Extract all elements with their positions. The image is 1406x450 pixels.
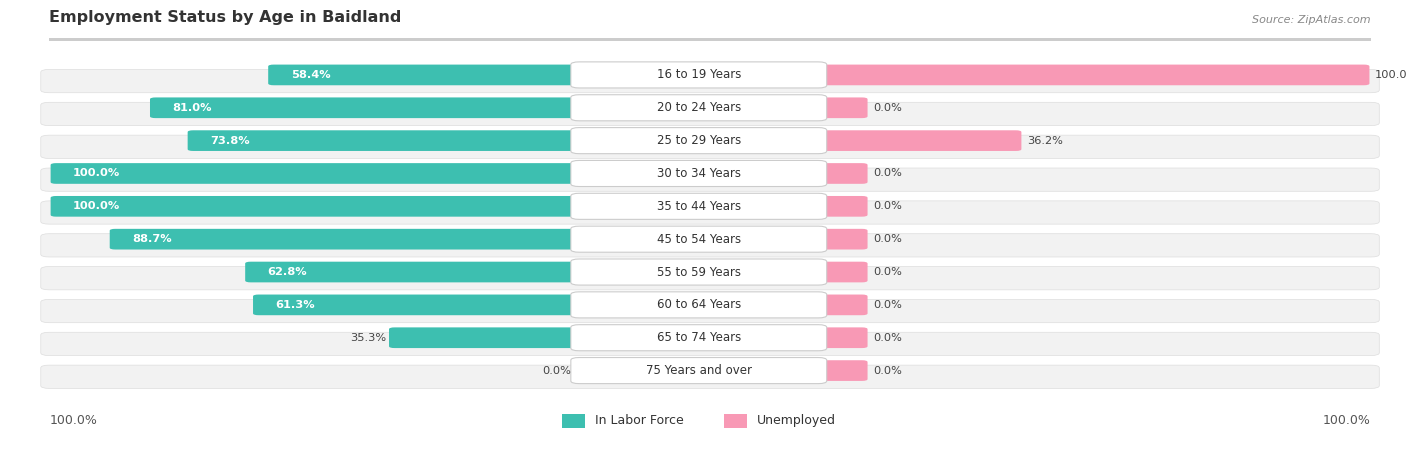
Text: 36.2%: 36.2% — [1026, 135, 1063, 146]
Text: 88.7%: 88.7% — [132, 234, 172, 244]
Text: 20 to 24 Years: 20 to 24 Years — [657, 101, 741, 114]
Text: 0.0%: 0.0% — [873, 300, 903, 310]
Text: 0.0%: 0.0% — [873, 103, 903, 113]
Text: 45 to 54 Years: 45 to 54 Years — [657, 233, 741, 246]
Text: 73.8%: 73.8% — [209, 135, 250, 146]
Text: 0.0%: 0.0% — [541, 365, 571, 376]
Text: Employment Status by Age in Baidland: Employment Status by Age in Baidland — [49, 10, 402, 25]
Text: 62.8%: 62.8% — [267, 267, 308, 277]
Text: 25 to 29 Years: 25 to 29 Years — [657, 134, 741, 147]
Text: 100.0%: 100.0% — [1375, 70, 1406, 80]
Text: 30 to 34 Years: 30 to 34 Years — [657, 167, 741, 180]
Text: 100.0%: 100.0% — [73, 201, 121, 212]
Text: 61.3%: 61.3% — [276, 300, 315, 310]
Text: 65 to 74 Years: 65 to 74 Years — [657, 331, 741, 344]
Text: 0.0%: 0.0% — [873, 168, 903, 179]
Text: 100.0%: 100.0% — [1323, 414, 1371, 427]
Text: 55 to 59 Years: 55 to 59 Years — [657, 266, 741, 279]
Text: 81.0%: 81.0% — [173, 103, 212, 113]
Text: 35.3%: 35.3% — [350, 333, 387, 343]
Text: 100.0%: 100.0% — [49, 414, 97, 427]
Text: Source: ZipAtlas.com: Source: ZipAtlas.com — [1253, 15, 1371, 25]
Text: 0.0%: 0.0% — [873, 365, 903, 376]
Text: In Labor Force: In Labor Force — [595, 414, 683, 427]
Text: 35 to 44 Years: 35 to 44 Years — [657, 200, 741, 213]
Text: 0.0%: 0.0% — [873, 234, 903, 244]
Text: 0.0%: 0.0% — [873, 267, 903, 277]
Text: 16 to 19 Years: 16 to 19 Years — [657, 68, 741, 81]
Text: 100.0%: 100.0% — [73, 168, 121, 179]
Text: 75 Years and over: 75 Years and over — [645, 364, 752, 377]
Text: 60 to 64 Years: 60 to 64 Years — [657, 298, 741, 311]
Text: 0.0%: 0.0% — [873, 201, 903, 212]
Text: 58.4%: 58.4% — [291, 70, 330, 80]
Text: 0.0%: 0.0% — [873, 333, 903, 343]
Text: Unemployed: Unemployed — [756, 414, 835, 427]
